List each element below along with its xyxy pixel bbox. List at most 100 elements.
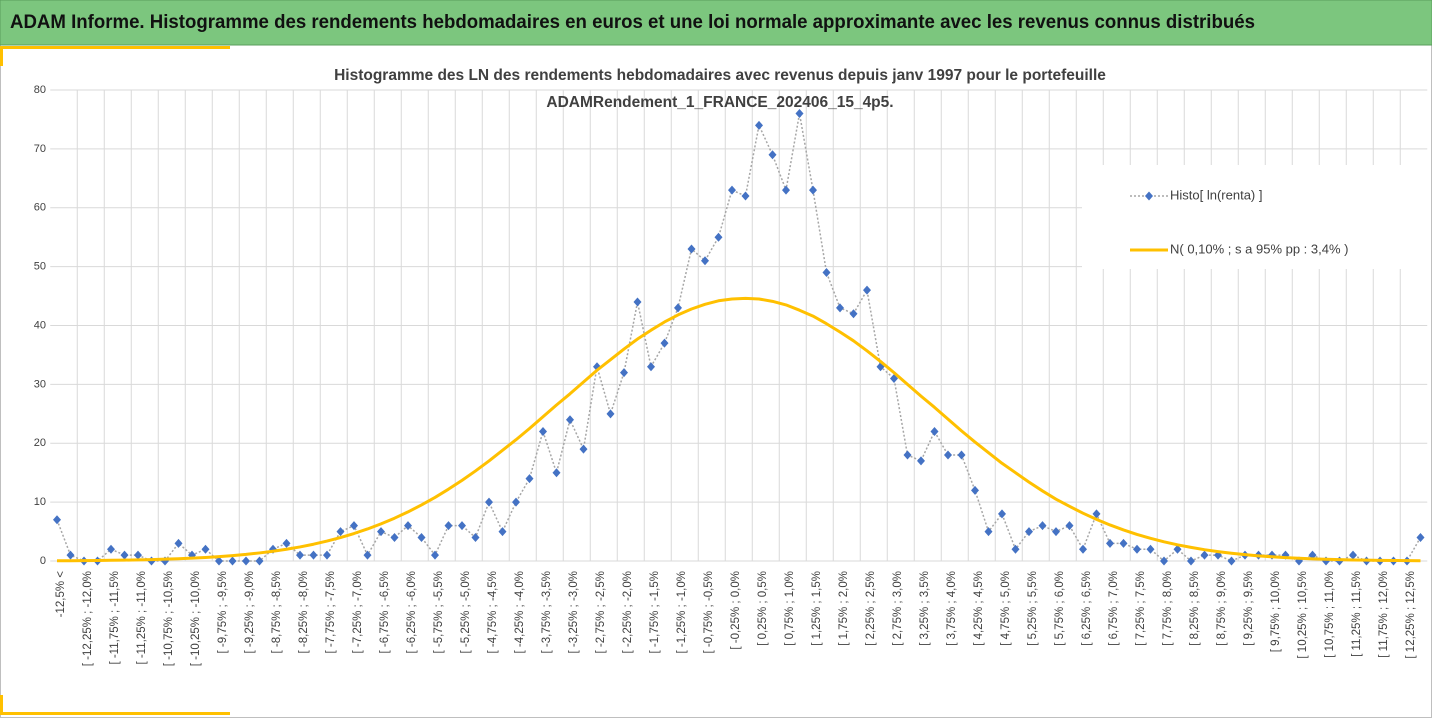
data-point [822, 268, 831, 278]
y-tick-label: 80 [34, 84, 46, 96]
data-point [660, 338, 669, 348]
data-point [1133, 544, 1141, 554]
data-point [836, 303, 844, 313]
data-point [485, 497, 493, 507]
data-point [1038, 521, 1047, 531]
data-point [296, 550, 304, 560]
x-tick-label: [ 12,25% ; 12,5% [1405, 571, 1417, 659]
x-tick-label: [ -6,25% ; -6,0% [406, 571, 418, 653]
x-tick-label: [ 8,25% ; 8,5% [1189, 571, 1201, 646]
data-point [728, 185, 736, 195]
x-tick-label: [ 4,75% ; 5,0% [1000, 571, 1012, 646]
x-tick-label: [ 10,75% ; 11,0% [1324, 571, 1336, 658]
data-point [809, 185, 817, 195]
x-tick-label: [ -11,75% ; -11,5% [109, 571, 121, 665]
x-tick-label: [ 6,25% ; 6,5% [1081, 571, 1093, 646]
data-point [1227, 556, 1236, 566]
y-tick-label: 20 [34, 437, 46, 449]
data-point [971, 485, 979, 495]
data-point [674, 303, 682, 313]
data-point [1160, 556, 1168, 566]
x-tick-label: [ -4,25% ; -4,0% [514, 571, 526, 653]
x-tick-label: [ -6,75% ; -6,5% [379, 571, 391, 653]
data-point [525, 474, 534, 484]
x-tick-label: [ 8,75% ; 9,0% [1216, 571, 1228, 646]
x-tick-label: [ 5,25% ; 5,5% [1027, 571, 1039, 646]
data-point [795, 109, 804, 119]
x-tick-label: [ 9,75% ; 10,0% [1270, 571, 1282, 652]
x-tick-label: [ 3,25% ; 3,5% [919, 571, 931, 646]
accent [0, 695, 3, 715]
data-point [1092, 509, 1101, 519]
data-point [201, 544, 210, 554]
data-point [984, 527, 993, 537]
data-point [957, 450, 966, 460]
x-tick-label: [ 3,75% ; 4,0% [946, 571, 958, 646]
header-title: ADAM Informe. Histogramme des rendements… [10, 12, 1255, 33]
x-tick-label: [ -10,25% ; -10,0% [190, 571, 202, 666]
legend-label: N( 0,10% ; s a 95% pp : 3,4% ) [1170, 241, 1348, 256]
data-point [579, 444, 588, 454]
data-point [741, 191, 750, 201]
x-tick-label: [ 1,25% ; 1,5% [811, 571, 823, 646]
x-tick-label: [ 5,75% ; 6,0% [1054, 571, 1066, 646]
data-point [53, 515, 61, 525]
data-point [633, 297, 642, 307]
y-tick-label: 10 [34, 496, 46, 508]
data-point [539, 426, 547, 436]
legend-label: Histo[ ln(renta) ] [1170, 187, 1262, 202]
data-point [1106, 538, 1114, 548]
y-tick-label: 50 [34, 261, 46, 273]
data-point [620, 368, 628, 378]
data-point [552, 468, 561, 478]
x-tick-label: [ -2,75% ; -2,5% [595, 571, 607, 653]
y-tick-label: 40 [34, 319, 46, 331]
data-point [647, 362, 655, 372]
x-tick-label: [ -7,25% ; -7,0% [352, 571, 364, 653]
data-point [228, 556, 237, 566]
x-tick-label: [ -9,25% ; -9,0% [244, 571, 256, 653]
x-tick-label: [ -5,75% ; -5,5% [433, 571, 445, 653]
data-point [107, 544, 115, 554]
x-tick-label: [ 9,25% ; 9,5% [1243, 571, 1255, 646]
data-point [1052, 527, 1060, 537]
x-tick-label: [ -3,25% ; -3,0% [568, 571, 580, 653]
data-point [431, 550, 439, 560]
x-tick-label: [ 4,25% ; 4,5% [973, 571, 985, 646]
x-tick-label: [ -1,75% ; -1,5% [649, 571, 661, 653]
data-point [458, 521, 466, 531]
data-point [512, 497, 520, 507]
data-point [1200, 550, 1209, 560]
x-tick-label: [ 0,25% ; 0,5% [757, 571, 769, 646]
x-tick-label: [ -8,25% ; -8,0% [298, 571, 310, 653]
data-point [606, 409, 615, 419]
data-point [1349, 550, 1357, 560]
chart-title: Histogramme des LN des rendements hebdom… [334, 67, 1106, 111]
y-tick-label: 70 [34, 143, 46, 155]
x-tick-label: [ -2,25% ; -2,0% [622, 571, 634, 653]
data-point [120, 550, 129, 560]
y-tick-label: 0 [40, 555, 46, 567]
data-point [1416, 532, 1425, 542]
data-point [444, 521, 453, 531]
y-tick-label: 30 [34, 378, 46, 390]
accent [0, 46, 230, 49]
data-point [768, 150, 777, 160]
data-point [755, 120, 763, 130]
x-tick-label: [ -8,75% ; -8,5% [271, 571, 283, 653]
x-tick-label: [ 10,25% ; 10,5% [1297, 571, 1309, 659]
data-point [1011, 544, 1020, 554]
x-tick-label: [ -7,75% ; -7,5% [325, 571, 337, 653]
data-point [336, 527, 345, 537]
data-point [404, 521, 412, 531]
x-tick-label: [ 11,25% ; 11,5% [1351, 571, 1363, 657]
x-tick-label: [ -9,75% ; -9,5% [217, 571, 229, 653]
data-point [930, 426, 939, 436]
data-point [174, 538, 183, 548]
data-point [417, 532, 426, 542]
data-point [282, 538, 291, 548]
accent [0, 712, 230, 715]
data-point [1173, 544, 1182, 554]
data-point [1146, 544, 1155, 554]
